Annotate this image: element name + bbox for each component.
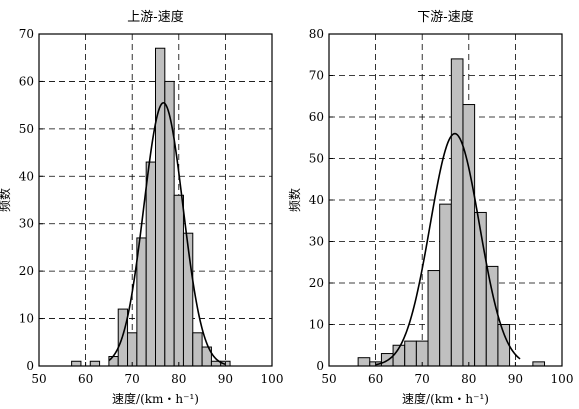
histogram-bar [532, 361, 546, 367]
histogram-bar [89, 360, 101, 367]
histogram-bar [127, 332, 138, 367]
chart-title: 下游-速度 [417, 9, 473, 25]
histogram-bar [192, 332, 203, 367]
histogram-bar [155, 47, 166, 367]
histogram-bar [427, 270, 441, 367]
x-axis-label: 速度/(km・h⁻¹) [112, 391, 199, 406]
x-tick-label: 90 [218, 372, 233, 386]
histogram-bar [462, 104, 476, 367]
x-tick-label: 70 [125, 372, 140, 386]
x-tick-label: 80 [171, 372, 186, 386]
y-tick-label: 10 [309, 318, 324, 332]
x-axis-label: 速度/(km・h⁻¹) [402, 391, 489, 406]
x-tick-label: 60 [368, 372, 383, 386]
histogram-bar [173, 194, 184, 367]
y-tick-label: 10 [19, 312, 34, 326]
x-tick-label: 90 [508, 372, 523, 386]
y-tick-label: 80 [309, 27, 324, 41]
chart-title: 上游-速度 [127, 9, 183, 25]
histogram-bar [71, 360, 82, 367]
x-tick-label: 50 [321, 372, 336, 386]
y-tick-label: 30 [19, 217, 34, 231]
y-tick-label: 70 [309, 69, 324, 83]
y-tick-label: 60 [309, 110, 324, 124]
histogram-bar [357, 357, 371, 367]
y-tick-label: 40 [19, 169, 34, 183]
histogram-bar [439, 203, 452, 367]
x-tick-label: 80 [461, 372, 476, 386]
y-tick-label: 20 [19, 264, 34, 278]
plot-frame [38, 33, 273, 367]
x-tick-label: 100 [261, 372, 284, 386]
x-tick-label: 70 [415, 372, 430, 386]
x-tick-label: 50 [31, 372, 46, 386]
normal-fit-curve [375, 132, 521, 366]
x-tick-label: 100 [551, 372, 574, 386]
histogram-bar [108, 356, 119, 367]
y-tick-label: 50 [309, 152, 324, 166]
histogram-bar [497, 324, 511, 367]
histogram-bar [164, 80, 175, 367]
y-tick-label: 20 [309, 276, 324, 290]
y-tick-label: 0 [316, 359, 324, 373]
y-tick-label: 0 [26, 359, 34, 373]
normal-fit-curve [108, 101, 226, 366]
histogram-bar [145, 161, 156, 367]
y-tick-label: 70 [19, 27, 34, 41]
histogram-bar [474, 211, 487, 367]
histogram-bar [404, 340, 417, 367]
y-axis-label: 频数 [287, 188, 302, 212]
y-tick-label: 50 [19, 122, 34, 136]
y-tick-label: 60 [19, 74, 34, 88]
upstream-speed-histogram: 50 60 70 80 90 100 0 10 20 30 40 50 60 70 上游-速度速度/(km・… [0, 9, 283, 406]
histogram-bar [136, 237, 147, 367]
y-tick-label: 40 [309, 193, 324, 207]
y-axis-label: 频数 [0, 188, 12, 212]
histogram-bar [485, 265, 499, 367]
downstream-speed-histogram: 50 60 70 80 90 100 0 10 20 30 40 50 60 70 80 下游-速度速度/(k… [287, 9, 573, 406]
x-tick-label: 60 [78, 372, 93, 386]
y-tick-label: 30 [309, 235, 324, 249]
histogram-bar [450, 58, 464, 367]
